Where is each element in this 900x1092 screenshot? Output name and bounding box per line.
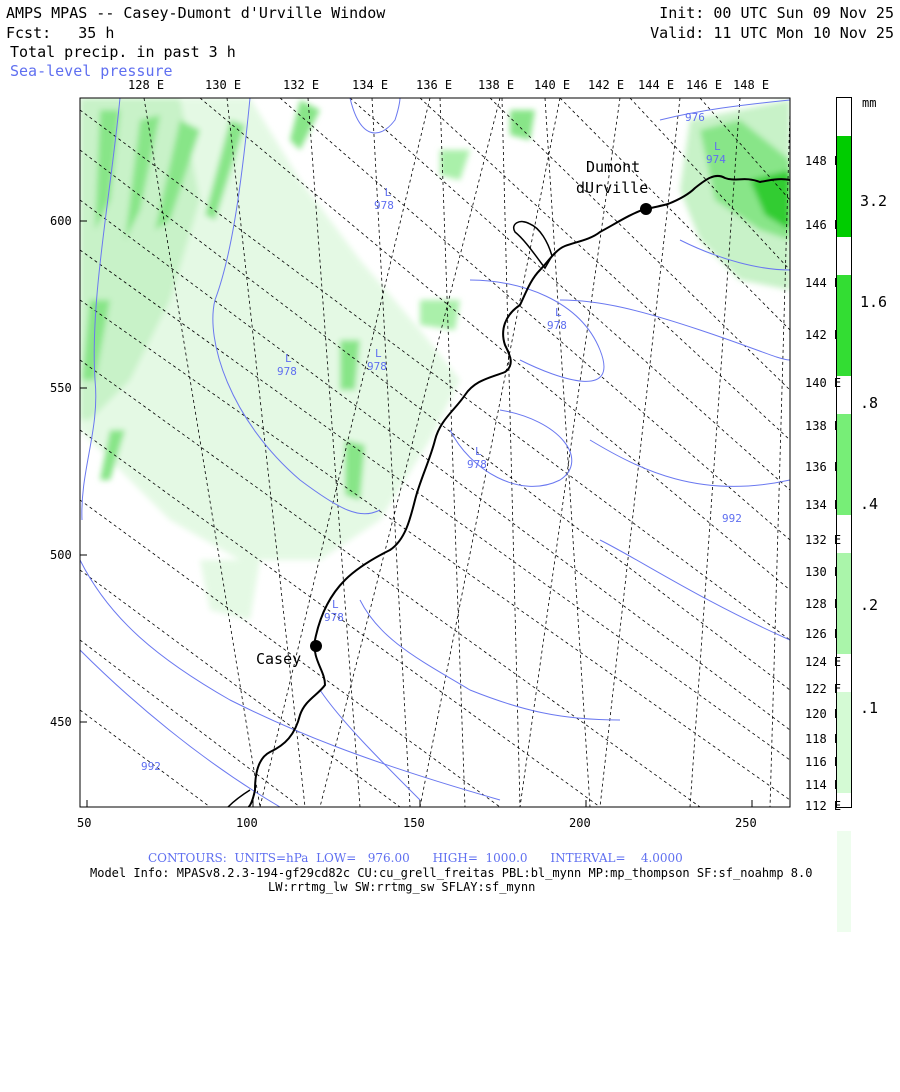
lon-label-top: 130 E — [205, 78, 242, 92]
station-label-dumont: Dumont — [586, 158, 641, 176]
lon-label-top: 140 E — [534, 78, 571, 92]
low-marker: L 978 — [374, 186, 394, 212]
field-name: Total precip. in past 3 h — [10, 43, 236, 61]
low-marker: L 978 — [324, 598, 344, 624]
y-tick-label: 450 — [50, 715, 72, 729]
x-tick-label: 250 — [735, 816, 757, 830]
lon-label-right: 122 E — [805, 682, 842, 696]
casey-marker — [310, 640, 322, 652]
lon-label-top: 128 E — [128, 78, 165, 92]
colorbar-swatch — [837, 414, 851, 515]
lon-label-top: 138 E — [478, 78, 515, 92]
map-frame — [79, 97, 791, 808]
lon-label-top: 132 E — [283, 78, 320, 92]
colorbar-label: .1 — [860, 699, 879, 717]
dumont-durville-marker — [640, 203, 652, 215]
colorbar-swatch — [837, 831, 851, 932]
colorbar — [836, 97, 852, 1073]
lon-label-top: 134 E — [352, 78, 389, 92]
colorbar-label: .2 — [860, 596, 879, 614]
x-tick-label: 150 — [403, 816, 425, 830]
lon-label-top: 142 E — [588, 78, 625, 92]
x-tick-label: 50 — [77, 816, 92, 830]
graticule — [80, 98, 790, 807]
colorbar-swatch — [837, 970, 851, 1073]
low-marker: L 978 — [367, 347, 387, 373]
y-tick-label: 600 — [50, 214, 72, 228]
station-label-durville: dUrville — [576, 179, 649, 197]
lon-label-right: 124 E — [805, 655, 842, 669]
precip-shading — [80, 98, 790, 620]
colorbar-label: .4 — [860, 495, 879, 513]
forecast-hour: Fcst: 35 h — [6, 24, 115, 42]
isobar-label: 976 — [685, 111, 705, 124]
low-marker: L 974 — [706, 140, 726, 166]
low-marker: L 978 — [467, 445, 487, 471]
model-info: Model Info: MPASv8.2.3-194-gf29cd82c CU:… — [90, 866, 813, 880]
colorbar-label: 1.6 — [860, 293, 888, 311]
valid-time: Valid: 11 UTC Mon 10 Nov 25 — [650, 24, 894, 42]
low-marker: L 978 — [277, 352, 297, 378]
lon-label-top: 146 E — [686, 78, 723, 92]
x-tick-label: 100 — [236, 816, 258, 830]
isobar-label: 992 — [722, 512, 742, 525]
overlay-name: Sea-level pressure — [10, 62, 173, 80]
lon-label-right: 140 E — [805, 376, 842, 390]
coastline — [247, 174, 790, 807]
lon-label-right: 132 E — [805, 533, 842, 547]
lon-label-right: 112 E — [805, 799, 842, 813]
y-tick-label: 550 — [50, 381, 72, 395]
x-tick-label: 200 — [569, 816, 591, 830]
isobars — [80, 98, 790, 807]
station-label-casey: Casey — [256, 650, 302, 668]
colorbar-swatch — [837, 692, 851, 793]
colorbar-swatch — [837, 275, 851, 376]
colorbar-label: .8 — [860, 394, 879, 412]
low-marker: L 978 — [547, 306, 567, 332]
colorbar-swatch — [837, 136, 851, 237]
lon-label-top: 144 E — [638, 78, 675, 92]
map-title: AMPS MPAS -- Casey-Dumont d'Urville Wind… — [6, 4, 386, 22]
isobar-label: 992 — [141, 760, 161, 773]
y-tick-label: 500 — [50, 548, 72, 562]
lon-label-top: 136 E — [416, 78, 453, 92]
colorbar-label: 3.2 — [860, 192, 888, 210]
precip-map — [79, 97, 791, 808]
init-time: Init: 00 UTC Sun 09 Nov 25 — [659, 4, 894, 22]
colorbar-swatch — [837, 553, 851, 654]
lon-label-top: 148 E — [733, 78, 770, 92]
colorbar-unit: mm — [862, 96, 877, 110]
model-info-line2: LW:rrtmg_lw SW:rrtmg_sw SFLAY:sf_mynn — [268, 880, 536, 894]
contour-info: CONTOURS: UNITS=hPa LOW= 976.00 HIGH= 10… — [148, 851, 683, 865]
